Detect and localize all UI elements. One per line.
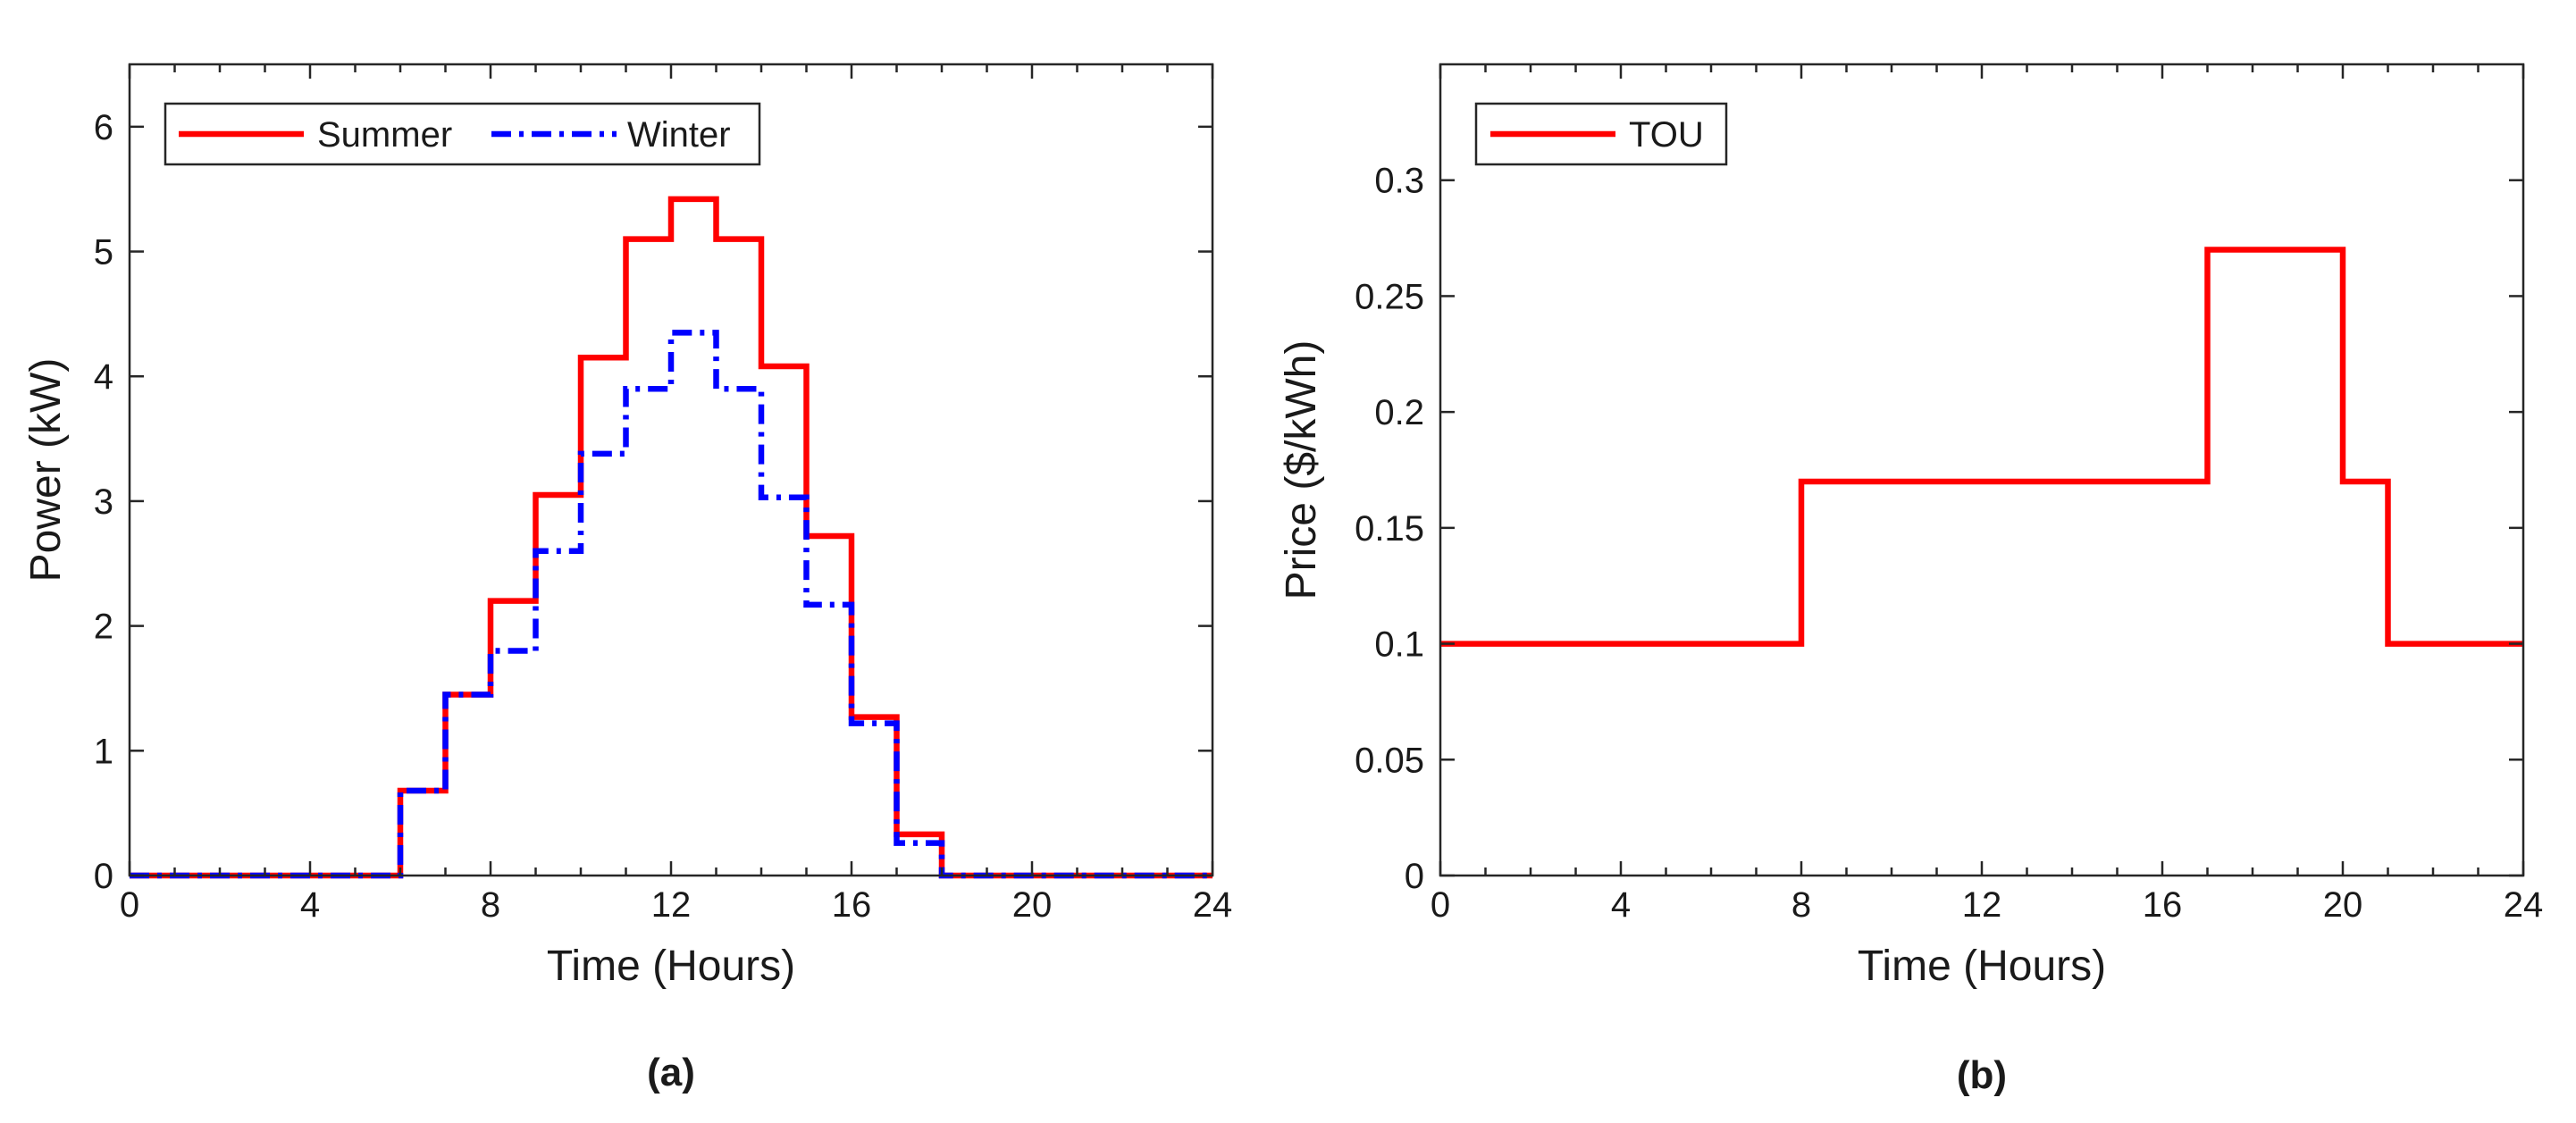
x-tick-label: 12 (1962, 885, 2002, 925)
x-tick-label: 0 (120, 885, 139, 925)
y-tick-label: 0 (1405, 857, 1424, 896)
x-tick-label: 12 (651, 885, 692, 925)
legend: TOU (1474, 102, 1728, 166)
panel-caption: (b) (1957, 1053, 2007, 1097)
x-tick-label: 4 (1611, 885, 1631, 925)
chart-panel-b: 0 4 8 12 16 20 24 0 0.05 0.1 0.15 0.2 0.25 0.3 Time (H… (1278, 63, 2544, 1097)
x-tick-label: 20 (2323, 885, 2363, 925)
legend-label-winter: Winter (627, 115, 731, 155)
plot-frame (128, 63, 1214, 877)
y-tick-label: 1 (94, 732, 113, 771)
x-tick-label: 8 (481, 885, 500, 925)
plot-frame (1439, 63, 2525, 877)
legend: Summer Winter (164, 102, 761, 166)
y-tick-label: 6 (94, 108, 113, 147)
y-axis-label: Power (kW) (22, 358, 70, 582)
x-tick-label: 0 (1431, 885, 1450, 925)
x-tick-label: 24 (2504, 885, 2544, 925)
y-tick-label: 4 (94, 357, 113, 397)
series-line-tou (1440, 247, 2523, 647)
series-line-winter (130, 330, 1212, 879)
y-tick-label: 2 (94, 608, 113, 647)
panel-caption: (a) (647, 1051, 695, 1094)
legend-label-tou: TOU (1629, 115, 1704, 155)
y-axis-label: Price ($/kWh) (1278, 340, 1325, 600)
x-tick-label: 24 (1193, 885, 1233, 925)
y-tick-label: 0.3 (1374, 162, 1424, 201)
series-line-summer (130, 196, 1212, 879)
x-tick-label: 16 (832, 885, 872, 925)
x-tick-label: 16 (2143, 885, 2183, 925)
x-tick-label: 4 (300, 885, 320, 925)
legend-label-summer: Summer (317, 115, 452, 155)
y-tick-label: 0 (94, 857, 113, 896)
y-tick-label: 5 (94, 233, 113, 272)
y-tick-label: 0.25 (1355, 277, 1424, 316)
y-tick-label: 0.1 (1374, 625, 1424, 665)
x-axis-label: Time (Hours) (1858, 943, 2106, 990)
x-tick-label: 8 (1791, 885, 1811, 925)
y-tick-label: 3 (94, 482, 113, 522)
y-tick-label: 0.15 (1355, 509, 1424, 549)
x-axis-label: Time (Hours) (547, 943, 795, 990)
y-tick-label: 0.05 (1355, 741, 1424, 780)
y-tick-label: 0.2 (1374, 393, 1424, 432)
x-tick-label: 20 (1012, 885, 1053, 925)
